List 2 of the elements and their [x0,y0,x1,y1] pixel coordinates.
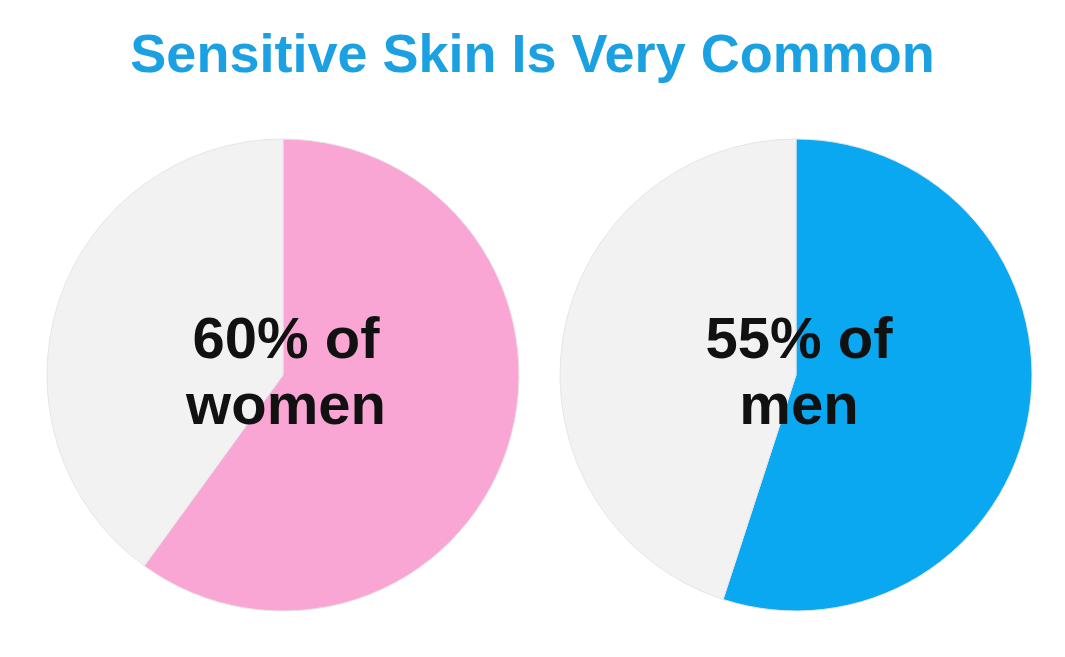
text: 60% of women [185,305,387,437]
chart-title: Sensitive Skin Is Very Common [129,22,936,84]
